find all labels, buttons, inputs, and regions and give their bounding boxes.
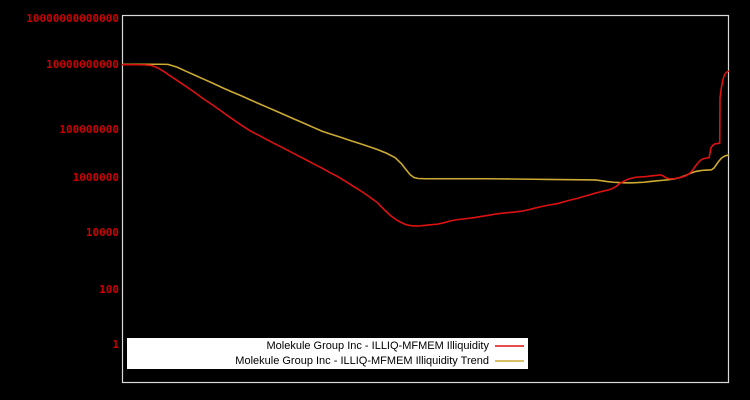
legend-box — [126, 337, 529, 370]
plot-area — [121, 14, 730, 384]
y-tick-label-3: 1000000 — [73, 171, 119, 184]
y-tick-label-1: 10000000000 — [46, 58, 119, 71]
series-line-illiquidity-trend — [121, 63, 730, 227]
legend: Molekule Group Inc - ILLIQ-MFMEM Illiqui… — [126, 337, 529, 370]
plot-frame — [121, 14, 730, 384]
legend-label-0: Molekule Group Inc - ILLIQ-MFMEM Illiqui… — [266, 340, 489, 352]
y-tick-label-0: 10000000000000 — [26, 12, 119, 25]
y-tick-label-4: 10000 — [86, 226, 119, 239]
y-tick-label-5: 100 — [99, 283, 119, 296]
y-tick-label-2: 100000000 — [59, 123, 119, 136]
y-tick-label-6: 1 — [112, 338, 119, 351]
y-axis-tick-labels: 10000000000000 10000000000 100000000 100… — [26, 12, 119, 351]
legend-label-1: Molekule Group Inc - ILLIQ-MFMEM Illiqui… — [235, 355, 489, 367]
